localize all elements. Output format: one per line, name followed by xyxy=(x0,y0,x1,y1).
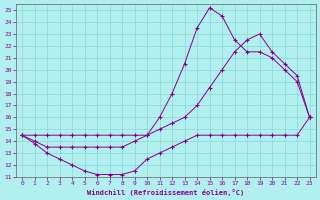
X-axis label: Windchill (Refroidissement éolien,°C): Windchill (Refroidissement éolien,°C) xyxy=(87,189,244,196)
